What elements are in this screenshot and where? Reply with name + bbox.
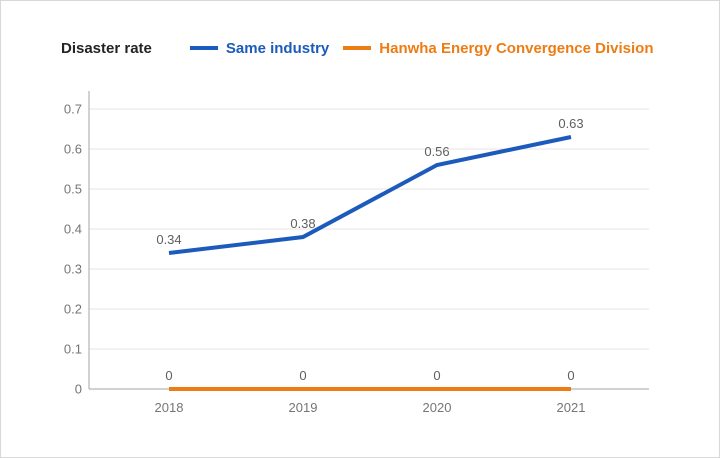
point-label-hanwha-energy-convergence-division: 0 xyxy=(567,368,574,383)
legend-dash-hanwha-icon xyxy=(343,46,372,50)
point-label-hanwha-energy-convergence-division: 0 xyxy=(299,368,306,383)
point-label-hanwha-energy-convergence-division: 0 xyxy=(433,368,440,383)
chart-title: Disaster rate xyxy=(61,39,152,57)
y-axis-tick-label: 0.4 xyxy=(64,222,82,237)
x-axis-tick-label: 2018 xyxy=(155,400,184,415)
point-label-same-industry: 0.34 xyxy=(156,232,181,247)
point-label-hanwha-energy-convergence-division: 0 xyxy=(165,368,172,383)
y-axis-tick-label: 0.6 xyxy=(64,142,82,157)
series-line-same-industry xyxy=(168,135,572,255)
legend-label-hanwha: Hanwha Energy Convergence Division xyxy=(379,39,654,57)
x-axis-tick-label: 2020 xyxy=(423,400,452,415)
y-axis-tick-label: 0.1 xyxy=(64,342,82,357)
chart-header: Disaster rate Same industry Hanwha Energ… xyxy=(61,39,654,57)
legend-item-hanwha: Hanwha Energy Convergence Division xyxy=(343,39,654,57)
y-axis-tick-label: 0.2 xyxy=(64,302,82,317)
y-axis-tick-label: 0.7 xyxy=(64,102,82,117)
chart-legend: Same industry Hanwha Energy Convergence … xyxy=(189,39,654,57)
point-label-same-industry: 0.38 xyxy=(290,216,315,231)
legend-item-same-industry: Same industry xyxy=(189,39,330,57)
x-axis-tick-label: 2021 xyxy=(557,400,586,415)
x-axis-tick-label: 2019 xyxy=(289,400,318,415)
y-axis-tick-label: 0.3 xyxy=(64,262,82,277)
y-axis-tick-label: 0 xyxy=(75,382,82,397)
point-label-same-industry: 0.56 xyxy=(424,144,449,159)
y-axis-tick-label: 0.5 xyxy=(64,182,82,197)
legend-dash-same-industry-icon xyxy=(189,46,218,50)
legend-label-same-industry: Same industry xyxy=(225,39,330,57)
point-label-same-industry: 0.63 xyxy=(558,116,583,131)
